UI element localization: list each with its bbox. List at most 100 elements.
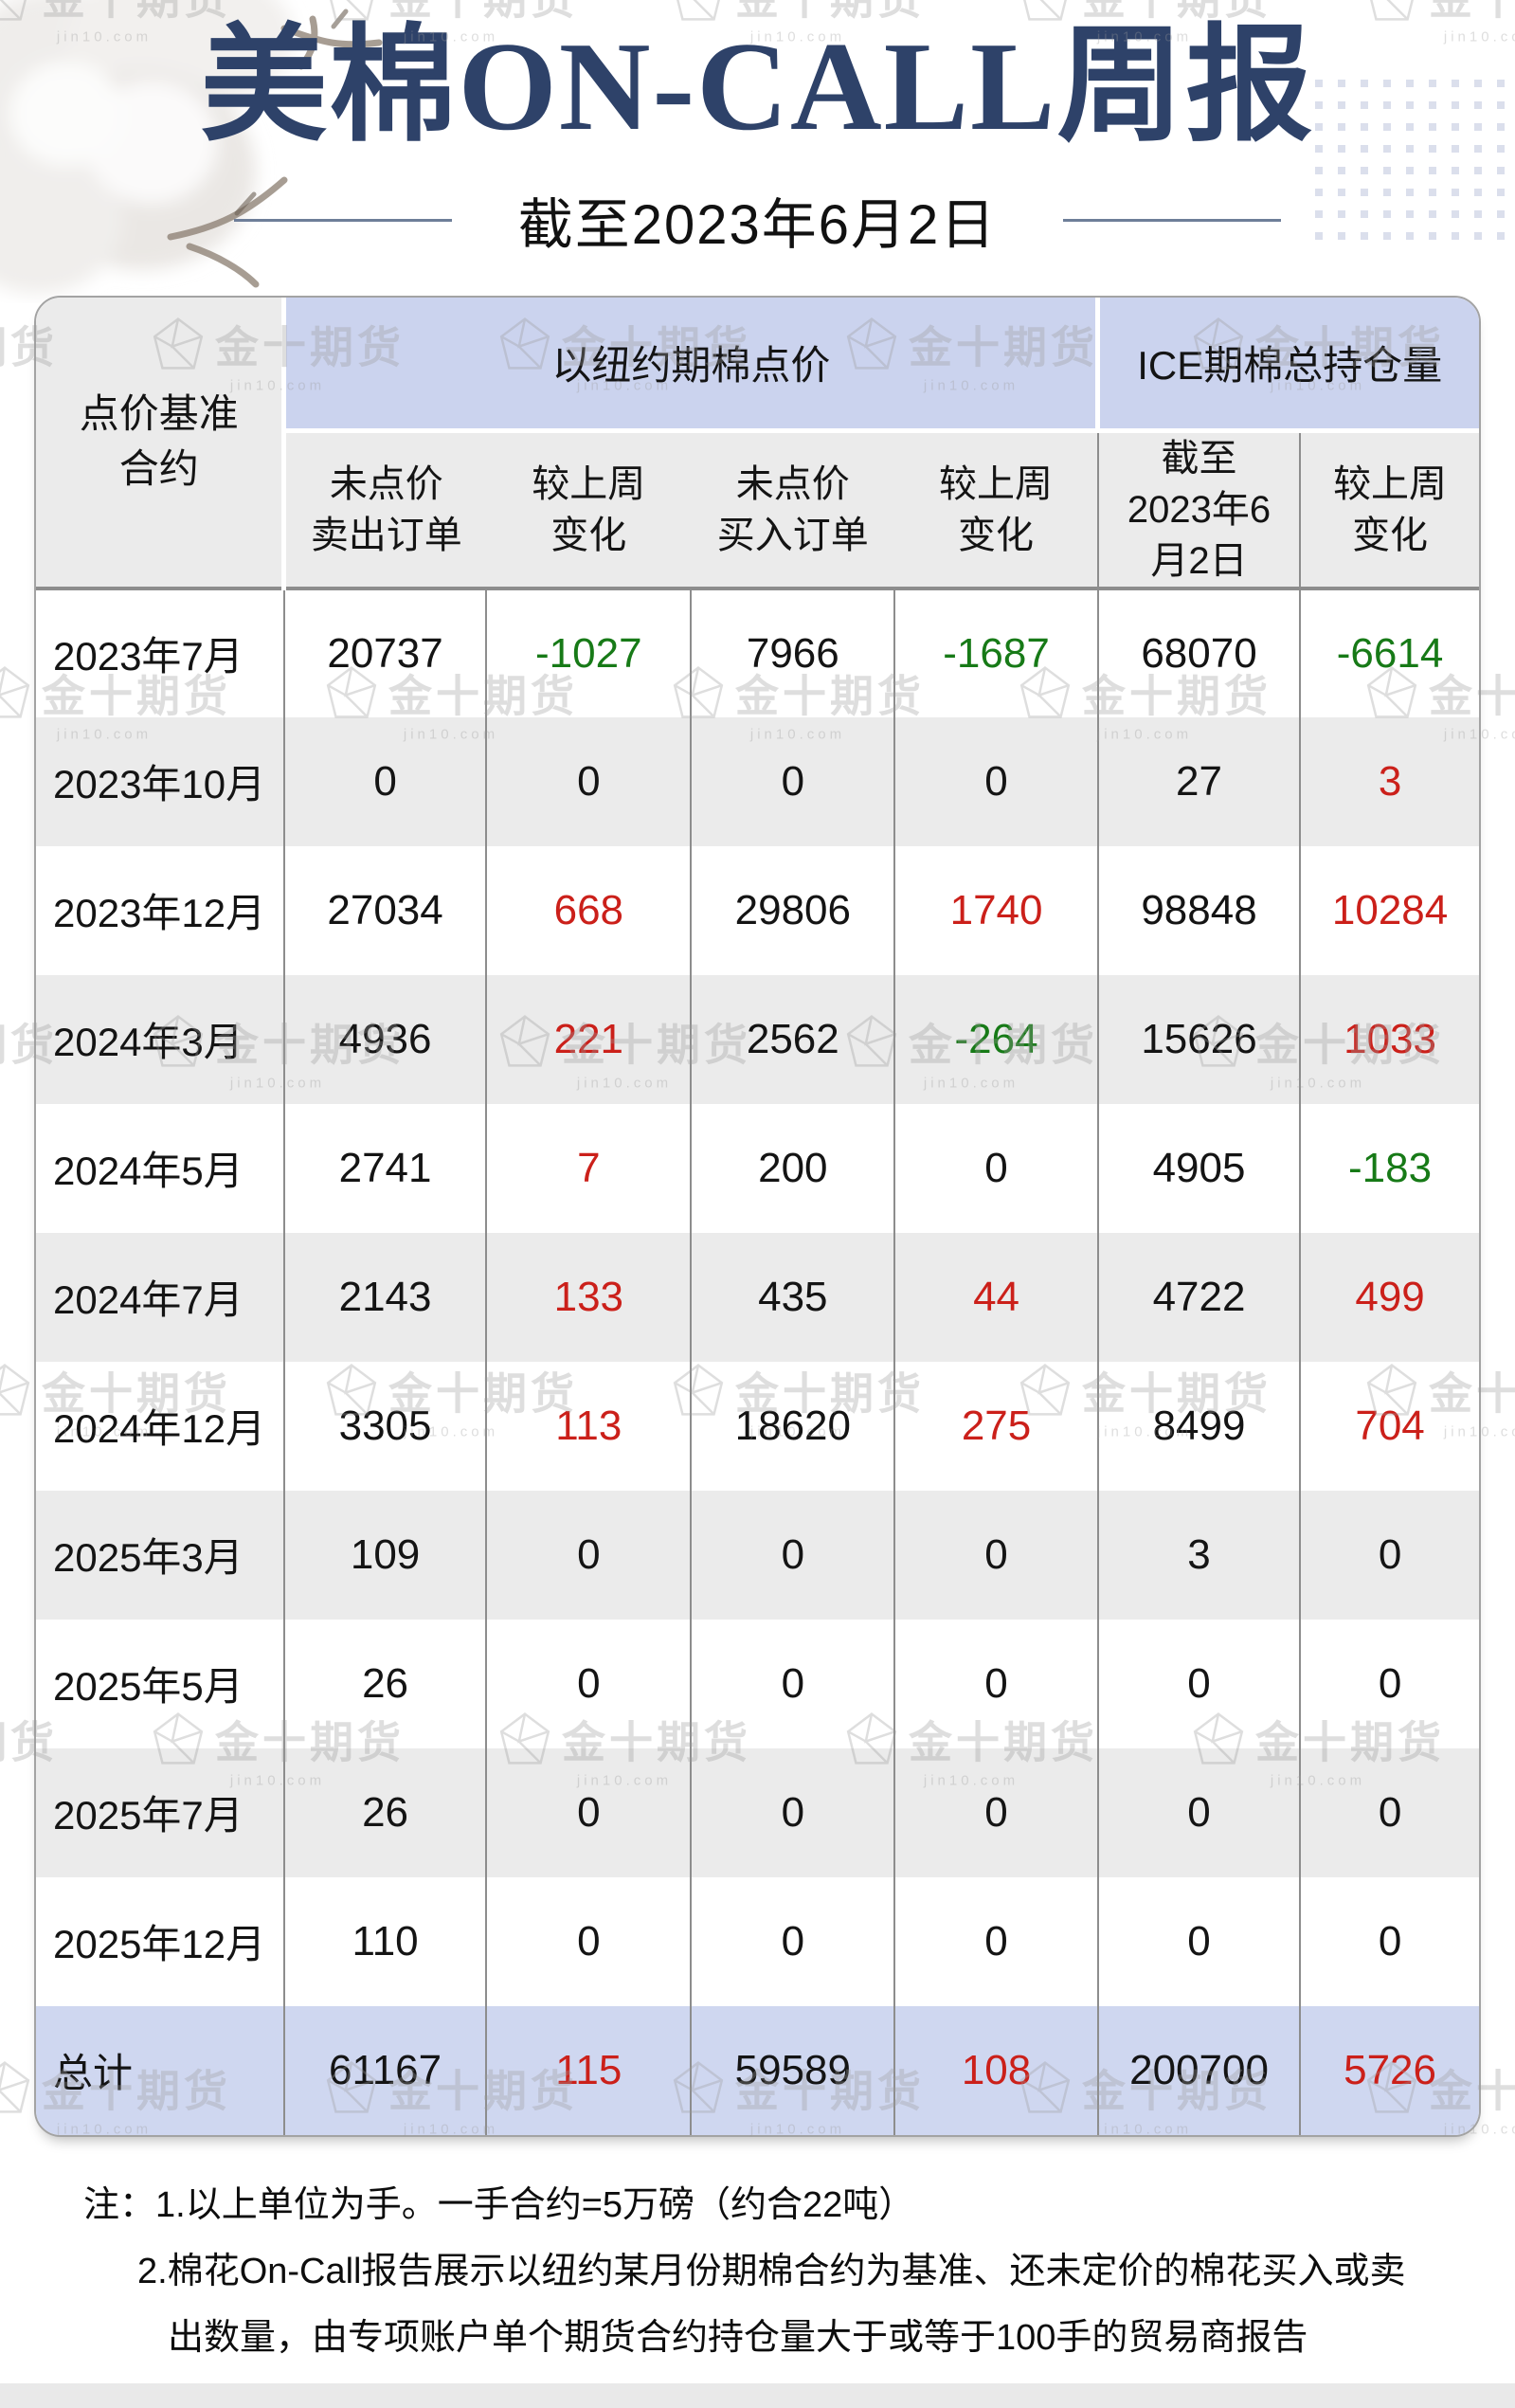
dot [1452,167,1459,174]
cell-value: 499 [1299,1232,1479,1362]
table-row: 2023年10月 0 0 0 0 27 3 [36,716,1479,846]
cell-value: 0 [282,716,487,846]
table-row: 2025年12月 110 0 0 0 0 0 [36,1876,1479,2006]
cell-value: 2562 [690,974,895,1104]
table-row: 2025年7月 26 0 0 0 0 0 [36,1747,1479,1877]
watermark-gem-icon [0,666,30,718]
dot [1474,167,1482,174]
cell-value: 0 [1299,1747,1479,1877]
cell-value: 0 [1299,1490,1479,1620]
total-label: 总计 [53,2051,134,2095]
cell-value: 1740 [893,845,1098,975]
corner-header: 点价基准 合约 [36,298,284,590]
row-label: 2024年3月 [53,1020,243,1064]
cell-value: 0 [485,716,692,846]
cell-value: -264 [893,974,1098,1104]
cell-value: 7 [485,1103,692,1233]
cell-value: -183 [1299,1103,1479,1233]
cell-value: 0 [893,1103,1098,1233]
footer-strip [0,2383,1515,2408]
cell-value: 0 [485,1876,692,2006]
dot [1429,167,1436,174]
cell-value: 0 [690,1490,895,1620]
cell-value: 435 [690,1232,895,1362]
row-label: 2024年5月 [53,1149,243,1193]
row-label: 2023年10月 [53,762,266,806]
row-label: 2025年5月 [53,1664,243,1709]
cell-value: 0 [893,1619,1098,1748]
cell-value: 61167 [282,2005,487,2135]
table-row: 2025年5月 26 0 0 0 0 0 [36,1619,1479,1748]
cell-value: 68070 [1096,588,1301,717]
row-label: 2023年12月 [53,891,266,935]
col-header-wow-change-2: 较上周 变化 [894,430,1098,590]
cell-value: 0 [485,1747,692,1877]
cell-value: 3 [1299,716,1479,846]
cell-value: 27034 [282,845,487,975]
cell-value: 0 [1299,1876,1479,2006]
cell-value: 200700 [1096,2005,1301,2135]
subtitle-dash-left [233,218,452,222]
cell-value: 20737 [282,588,487,717]
row-label: 2023年7月 [53,634,243,679]
cell-value: -1687 [893,588,1098,717]
cell-value: 0 [893,716,1098,846]
cell-value: 109 [282,1490,487,1620]
dot [1361,167,1368,174]
dot [1497,167,1505,174]
col-header-unpriced-buy: 未点价 买入订单 [691,430,895,590]
cell-value: 10284 [1299,845,1479,975]
cell-value: 26 [282,1747,487,1877]
cell-value: 0 [485,1490,692,1620]
footnote-line-3: 出数量，由专项账户单个期货合约持仓量大于或等于100手的贸易商报告 [168,2318,1308,2358]
cell-value: 200 [690,1103,895,1233]
cell-value: 0 [1299,1619,1479,1748]
cell-value: 0 [1096,1619,1301,1748]
col-header-wow-change-3: 较上周 变化 [1299,430,1479,590]
cell-value: 15626 [1096,974,1301,1104]
cell-value: 0 [690,1876,895,2006]
dot [1315,167,1323,174]
group-header-ny: 以纽约期棉点价 [281,298,1098,433]
cell-value: 1033 [1299,974,1479,1104]
cell-value: 3 [1096,1490,1301,1620]
row-label: 2024年12月 [53,1406,266,1451]
cell-value: 0 [893,1490,1098,1620]
dot [1383,167,1391,174]
row-label: 2025年12月 [53,1922,266,1966]
cell-value: 0 [485,1619,692,1748]
cell-value: 4722 [1096,1232,1301,1362]
table-row: 2024年12月 3305 113 18620 275 8499 704 [36,1361,1479,1491]
table-row: 2024年5月 2741 7 200 0 4905 -183 [36,1103,1479,1233]
row-label: 2025年3月 [53,1535,243,1580]
cell-value: 8499 [1096,1361,1301,1491]
dot [1338,167,1345,174]
table-row: 2024年7月 2143 133 435 44 4722 499 [36,1232,1479,1362]
cell-value: 5726 [1299,2005,1479,2135]
cell-value: 0 [690,1619,895,1748]
cell-value: 4905 [1096,1103,1301,1233]
table-row: 2023年7月 20737 -1027 7966 -1687 68070 -6614 [36,588,1479,717]
table-row: 2024年3月 4936 221 2562 -264 15626 1033 [36,974,1479,1104]
cell-value: 0 [893,1876,1098,2006]
cell-value: 44 [893,1232,1098,1362]
cell-value: 59589 [690,2005,895,2135]
page-subtitle: 截至2023年6月2日 [517,194,998,256]
cell-value: 221 [485,974,692,1104]
cell-value: 2741 [282,1103,487,1233]
subtitle-dash-right [1063,218,1282,222]
cell-value: 3305 [282,1361,487,1491]
col-header-ice-asof: 截至 2023年6 月2日 [1096,430,1301,590]
sub-header-row: 未点价 卖出订单 较上周 变化 未点价 买入订单 较上周 变化 截至 2023年… [36,430,1479,590]
dot [1406,167,1414,174]
cell-value: 115 [485,2005,692,2135]
group-header-row: 点价基准 合约 以纽约期棉点价 ICE期棉总持仓量 [36,298,1479,590]
cell-value: 7966 [690,588,895,717]
col-header-wow-change-1: 较上周 变化 [486,430,692,590]
row-label: 2024年7月 [53,1277,243,1322]
cell-value: 18620 [690,1361,895,1491]
